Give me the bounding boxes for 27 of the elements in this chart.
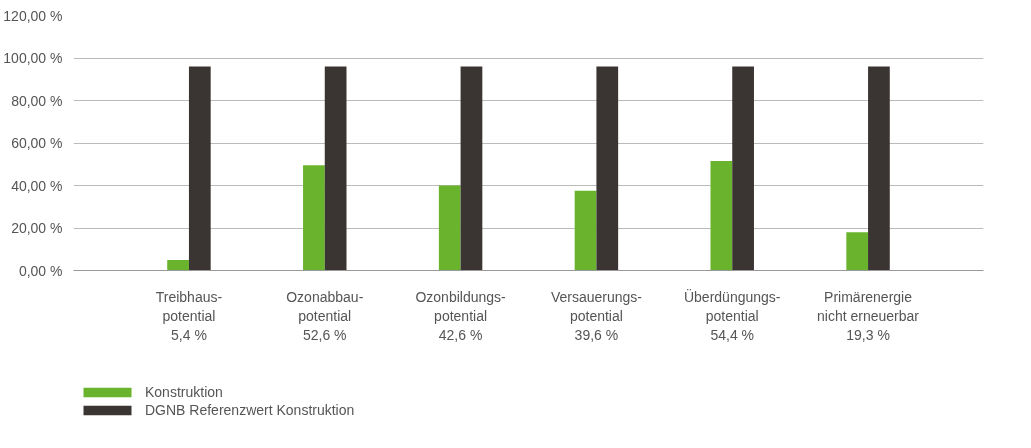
x-tick-label: Ozonabbau- potential 52,6 % — [286, 288, 364, 343]
bar — [324, 66, 347, 271]
bar — [303, 165, 325, 271]
y-tick-label: 100,00 % — [3, 50, 63, 66]
y-tick-label: 60,00 % — [11, 135, 63, 151]
y-tick-label: 40,00 % — [11, 177, 63, 194]
x-tick-label: Überdüngungs- potential 54,4 % — [683, 287, 781, 343]
bar — [596, 66, 619, 271]
x-tick-label: Ozonbildungs- potential 42,6 % — [415, 288, 507, 343]
bar — [167, 259, 189, 271]
y-tick-label: 80,00 % — [11, 92, 63, 109]
y-tick-label: 0,00 % — [18, 262, 63, 279]
x-tick-label: Treibhaus- potential 5,4 % — [155, 288, 223, 343]
bar — [732, 66, 754, 271]
y-tick-label: 20,00 % — [11, 220, 63, 236]
legend-label: Konstruktion — [145, 383, 223, 400]
legend-label: DGNB Referenzwert Konstruktion — [145, 401, 355, 418]
x-tick-label: Primärenergie nicht erneuerbar 19,3 % — [817, 288, 920, 343]
bar — [846, 232, 869, 271]
y-tick-label: 120,00 % — [3, 7, 63, 24]
bar — [188, 66, 211, 271]
bar — [460, 66, 483, 271]
bar — [438, 185, 461, 271]
bar — [710, 161, 733, 271]
x-tick-label: Versauerungs- potential 39,6 % — [550, 288, 643, 343]
bar — [574, 190, 597, 271]
bar — [868, 66, 890, 271]
